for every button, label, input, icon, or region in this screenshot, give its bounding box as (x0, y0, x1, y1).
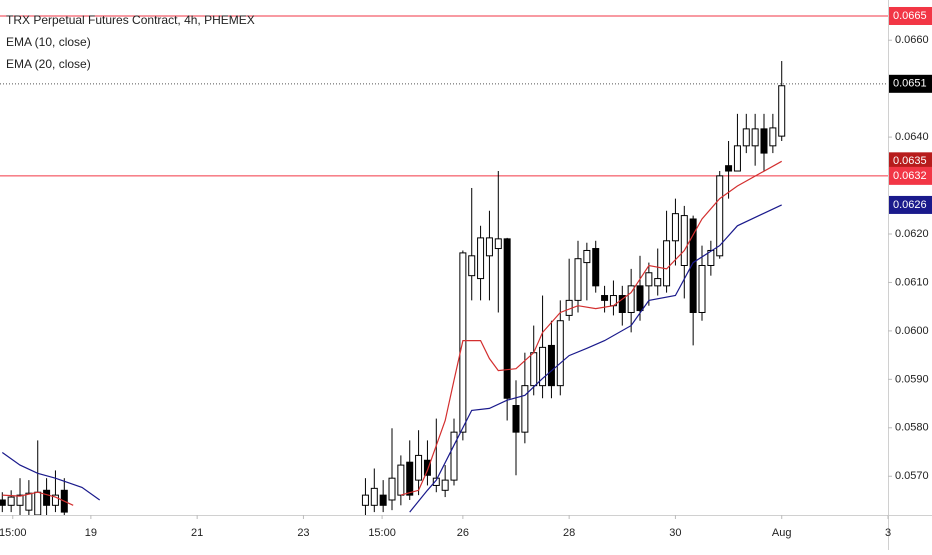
candle-body (556, 320, 564, 387)
candle-body (574, 258, 582, 301)
candle-body (468, 255, 476, 277)
candle-body (680, 215, 688, 266)
x-tick-label: 3 (885, 527, 891, 539)
candle-body (751, 128, 759, 147)
price-label: 0.0632 (893, 170, 927, 182)
price-label-box (889, 6, 932, 25)
y-tick-label: 0.0660 (895, 34, 929, 46)
candle-body (51, 494, 59, 506)
ema-line (2, 160, 782, 506)
candle-body (25, 492, 33, 511)
candle-body (397, 464, 405, 496)
price-label: 0.0626 (893, 199, 927, 211)
price-label-box (889, 74, 932, 93)
candle-body (627, 285, 635, 313)
candle-body (583, 249, 591, 264)
legend-entry[interactable]: EMA (10, close) (6, 35, 91, 49)
candle-body (689, 218, 697, 313)
candle-body (698, 264, 706, 313)
price-label-box (889, 166, 932, 185)
price-label-box (889, 152, 932, 171)
candle-body (618, 295, 626, 313)
price-label: 0.0651 (893, 78, 927, 90)
x-tick-label: 23 (297, 527, 309, 539)
candle-body (521, 385, 529, 433)
candle-body (494, 238, 502, 250)
x-tick-label: 30 (669, 527, 681, 539)
candle-body (7, 496, 15, 506)
candle-body (601, 295, 609, 301)
candle-body (778, 85, 786, 137)
y-tick-label: 0.0620 (895, 228, 929, 240)
candle-body (503, 238, 511, 399)
ema-line (1, 204, 782, 513)
candle-body (671, 213, 679, 242)
price-label: 0.0635 (893, 155, 927, 167)
candle-body (441, 479, 449, 491)
candle-body (370, 487, 378, 506)
candle-body (415, 454, 423, 481)
overlay: 0.0570 0.0580 0.0590 0.0600 0.0610 0.0620 0.06… (0, 6, 932, 539)
candle-body (406, 461, 414, 496)
candle-body (769, 127, 777, 147)
x-tick-label: 19 (85, 527, 97, 539)
candle-body (530, 352, 538, 387)
candle-body (432, 477, 440, 486)
candle-body (423, 459, 431, 476)
x-tick-label: 21 (191, 527, 203, 539)
candle-body (716, 175, 724, 257)
candle-body (0, 499, 6, 506)
x-tick-label: 15:00 (368, 527, 396, 539)
x-tick-label: 15:00 (0, 527, 27, 539)
candle-body (361, 494, 369, 506)
candle-body (388, 477, 396, 501)
candle-body (485, 237, 493, 257)
candle-body (512, 405, 520, 433)
legend-entry[interactable]: EMA (20, close) (6, 57, 91, 71)
candle-body (760, 128, 768, 154)
candle-body (379, 494, 387, 506)
candle-body (707, 249, 715, 266)
candle-body (477, 237, 485, 280)
candle-body (654, 278, 662, 287)
y-tick-label: 0.0610 (895, 276, 929, 288)
y-tick-label: 0.0580 (895, 422, 929, 434)
candle-body (725, 165, 733, 172)
candle-body (34, 491, 42, 515)
candle-body (16, 494, 24, 506)
price-label-box (889, 195, 932, 214)
candle-body (733, 145, 741, 172)
candle-body (592, 248, 600, 287)
candle-body (742, 128, 750, 147)
candle-body (547, 344, 555, 387)
chart-title: TRX Perpetual Futures Contract, 4h, PHEM… (6, 13, 255, 27)
y-tick-label: 0.0570 (895, 470, 929, 482)
y-tick-label: 0.0600 (895, 325, 929, 337)
x-tick-label: 28 (563, 527, 575, 539)
x-tick-label: 26 (457, 527, 469, 539)
candle-body (645, 272, 653, 287)
candle-body (539, 346, 547, 387)
price-label: 0.0665 (893, 10, 927, 22)
y-tick-label: 0.0590 (895, 373, 929, 385)
plot-area (0, 15, 888, 515)
x-tick-label: Aug (772, 527, 792, 539)
candle-body (450, 431, 458, 481)
candle-body (43, 489, 51, 506)
y-tick-label: 0.0640 (895, 131, 929, 143)
candle-body (663, 240, 671, 287)
candle-body (636, 285, 644, 312)
